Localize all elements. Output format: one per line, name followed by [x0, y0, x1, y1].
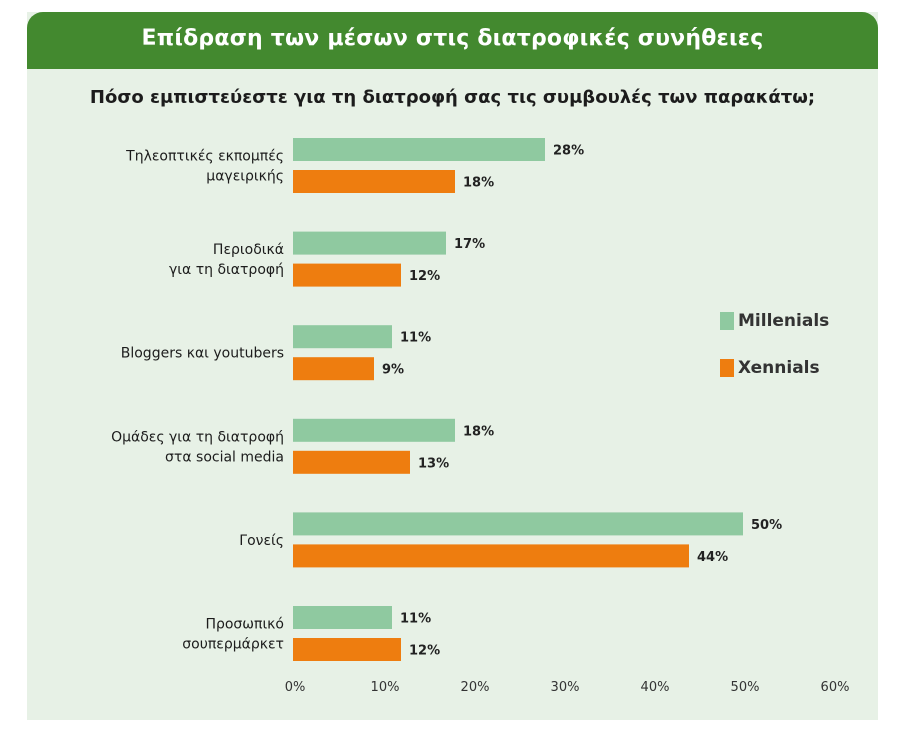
data-label: 13% [418, 456, 449, 471]
x-tick-label: 20% [461, 680, 490, 695]
category-label-line: στα social media [165, 449, 284, 465]
chart-card [27, 12, 878, 720]
x-tick-label: 30% [551, 680, 580, 695]
category-label-line: Τηλεοπτικές εκπομπές [125, 149, 284, 165]
x-tick-label: 10% [371, 680, 400, 695]
bar-millenials [293, 606, 392, 629]
category-label-line: μαγειρικής [206, 169, 284, 185]
bar-xennials [293, 450, 410, 474]
bar-xennials [293, 357, 374, 381]
category-label: Bloggers και youtubers [121, 346, 284, 362]
data-label: 17% [454, 237, 485, 252]
bar-xennials [293, 638, 401, 661]
category-label-line: Περιοδικά [213, 242, 284, 258]
bar-millenials [293, 138, 545, 161]
category-label: Ομάδες για τη διατροφή στα social media [111, 429, 284, 465]
bar-xennials [293, 263, 401, 287]
data-label: 28% [553, 144, 584, 159]
category-label: Περιοδικά για τη διατροφή [169, 242, 284, 278]
bar-xennials [293, 170, 455, 193]
bar-millenials [293, 325, 392, 349]
chart-header: Επίδραση των μέσων στις διατροφικές συνή… [27, 12, 878, 69]
x-tick-label: 60% [821, 680, 850, 695]
category-label-line: για τη διατροφή [169, 262, 284, 278]
data-label: 18% [463, 176, 494, 191]
chart-title: Επίδραση των μέσων στις διατροφικές συνή… [141, 26, 764, 51]
category-label-line: σουπερμάρκετ [182, 637, 284, 653]
bar-xennials [293, 544, 689, 568]
data-label: 9% [382, 363, 404, 378]
category-label-line: Προσωπικό [205, 617, 284, 633]
chart-question: Πόσο εμπιστεύεστε για τη διατροφή σας τι… [89, 87, 816, 108]
data-label: 18% [463, 424, 494, 439]
category-label: Προσωπικό σουπερμάρκετ [182, 617, 284, 653]
bar-millenials [293, 418, 455, 442]
legend-item-millenials: Millenials [720, 311, 829, 331]
data-label: 11% [400, 612, 431, 627]
data-label: 12% [409, 644, 440, 659]
x-tick-label: 40% [641, 680, 670, 695]
data-label: 11% [400, 331, 431, 346]
data-label: 50% [751, 518, 782, 533]
legend-item-xennials: Xennials [720, 358, 820, 378]
category-label: Τηλεοπτικές εκπομπές μαγειρικής [125, 149, 284, 185]
data-label: 44% [697, 550, 728, 565]
x-tick-label: 50% [731, 680, 760, 695]
bar-millenials [293, 231, 446, 255]
legend-label-millenials: Millenials [738, 311, 830, 331]
category-label-line: Γονείς [239, 533, 284, 549]
category-label-line: Bloggers και youtubers [121, 346, 284, 362]
bar-millenials [293, 512, 743, 536]
x-tick-label: 0% [285, 680, 306, 695]
legend-label-xennials: Xennials [738, 358, 820, 378]
data-label: 12% [409, 269, 440, 284]
legend-swatch-millenials [720, 312, 734, 330]
category-label-line: Ομάδες για τη διατροφή [111, 429, 284, 445]
category-label: Γονείς [239, 533, 284, 549]
legend-swatch-xennials [720, 359, 734, 377]
